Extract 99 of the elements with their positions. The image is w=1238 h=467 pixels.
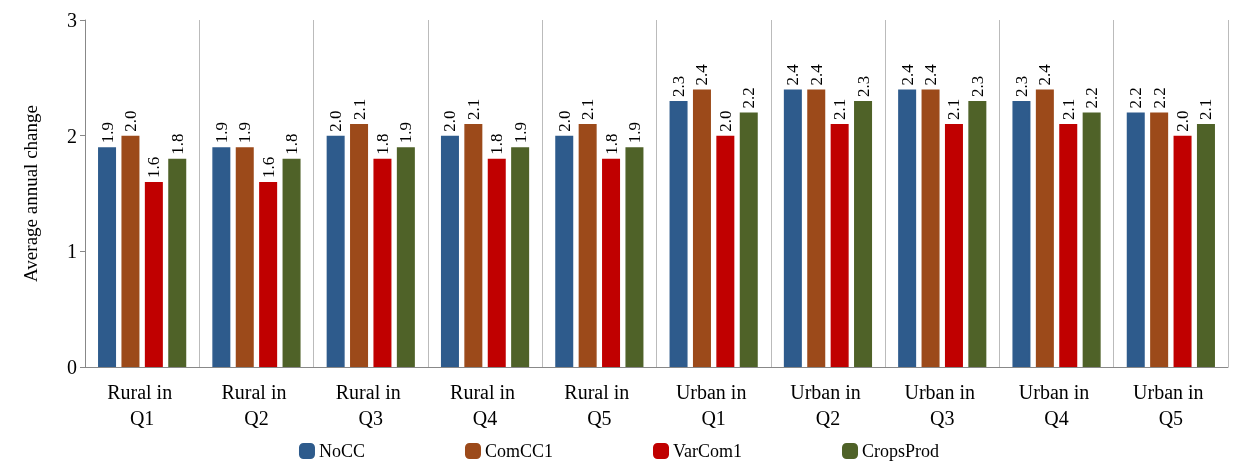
bar	[555, 135, 574, 367]
data-label: 2.0	[440, 110, 460, 132]
bar	[944, 124, 963, 367]
bar	[1126, 112, 1145, 367]
data-label: 1.9	[97, 121, 117, 144]
data-label: 2.1	[1196, 98, 1216, 121]
bar	[921, 89, 940, 367]
data-label: 2.0	[326, 110, 346, 132]
bar	[212, 147, 231, 367]
bar	[396, 147, 415, 367]
x-tick-label: Rural in Q5	[564, 381, 635, 429]
legend-label: VarCom1	[673, 441, 743, 461]
data-label: 2.3	[967, 75, 987, 97]
data-label: 2.1	[463, 98, 483, 121]
bar	[373, 158, 392, 367]
data-label: 2.3	[1011, 75, 1031, 97]
bar	[282, 158, 301, 367]
x-tick-label: Rural in Q1	[107, 381, 178, 429]
x-tick-label: Urban in Q5	[1133, 381, 1209, 429]
bar	[168, 158, 187, 367]
bar	[326, 135, 345, 367]
legend-label: CropsProd	[862, 441, 940, 461]
bar	[1173, 135, 1192, 367]
bar	[854, 100, 873, 367]
data-label: 2.2	[739, 87, 759, 109]
bar	[783, 89, 802, 367]
bar	[121, 135, 140, 367]
bar	[511, 147, 530, 367]
x-tick-label: Urban in Q4	[1018, 381, 1095, 429]
bar	[235, 147, 254, 367]
x-tick-label: Urban in Q2	[790, 381, 866, 429]
data-label: 1.8	[167, 133, 187, 155]
bar	[669, 100, 688, 367]
bar	[350, 124, 369, 367]
bar	[898, 89, 917, 367]
bar	[1059, 124, 1078, 367]
data-label: 1.8	[487, 133, 507, 155]
data-label: 2.1	[349, 98, 369, 121]
data-label: 2.2	[1082, 87, 1102, 109]
bar	[98, 147, 117, 367]
bar	[440, 135, 459, 367]
data-label: 2.4	[806, 63, 826, 86]
x-tick-label: Rural in Q2	[221, 381, 292, 429]
bar	[1150, 112, 1169, 367]
x-tick-label: Urban in Q3	[904, 381, 981, 429]
y-tick-label: 2	[67, 124, 77, 147]
bar	[259, 181, 278, 367]
bar	[602, 158, 621, 367]
data-label: 1.9	[235, 121, 255, 144]
data-label: 2.0	[715, 110, 735, 132]
data-label: 1.6	[144, 156, 164, 178]
data-label: 2.1	[830, 98, 850, 121]
y-tick-label: 0	[67, 356, 77, 378]
bar	[625, 147, 644, 367]
data-label: 2.2	[1126, 87, 1146, 109]
bar	[144, 181, 163, 367]
data-label: 2.1	[944, 98, 964, 121]
bar	[1082, 112, 1101, 367]
x-tick-label: Rural in Q4	[450, 381, 521, 429]
x-tick-label: Rural in Q3	[335, 381, 406, 429]
data-label: 2.4	[783, 63, 803, 86]
data-label: 1.6	[258, 156, 278, 178]
bar	[464, 124, 483, 367]
legend-label: NoCC	[318, 441, 365, 461]
data-label: 2.1	[1058, 98, 1078, 121]
bar	[487, 158, 506, 367]
data-label: 2.0	[1173, 110, 1193, 132]
data-label: 1.9	[624, 121, 644, 144]
data-label: 2.1	[578, 98, 598, 121]
bar	[807, 89, 826, 367]
data-label: 2.0	[554, 110, 574, 132]
data-label: 2.0	[120, 110, 140, 132]
bar	[968, 100, 987, 367]
y-axis-title: Average annual change	[20, 105, 41, 282]
data-label: 1.9	[211, 121, 231, 144]
y-tick-label: 1	[67, 240, 77, 263]
bar	[578, 124, 597, 367]
bar	[830, 124, 849, 367]
x-tick-label: Urban in Q1	[675, 381, 752, 429]
data-label: 1.8	[601, 133, 621, 155]
legend-label: ComCC1	[484, 441, 554, 461]
bar	[739, 112, 758, 367]
y-tick-label: 3	[67, 9, 77, 31]
data-label: 2.4	[897, 63, 917, 86]
bar	[1035, 89, 1054, 367]
data-label: 2.3	[853, 75, 873, 97]
data-label: 2.4	[692, 63, 712, 86]
bar	[1196, 124, 1215, 367]
data-label: 2.4	[1035, 63, 1055, 86]
bar	[716, 135, 735, 367]
data-label: 2.2	[1149, 87, 1169, 109]
data-label: 1.8	[282, 133, 302, 155]
data-label: 2.4	[921, 63, 941, 86]
data-label: 1.8	[372, 133, 392, 155]
bar	[1012, 100, 1031, 367]
bar	[692, 89, 711, 367]
data-label: 1.9	[510, 121, 530, 144]
data-label: 1.9	[396, 121, 416, 144]
data-label: 2.3	[669, 75, 689, 97]
